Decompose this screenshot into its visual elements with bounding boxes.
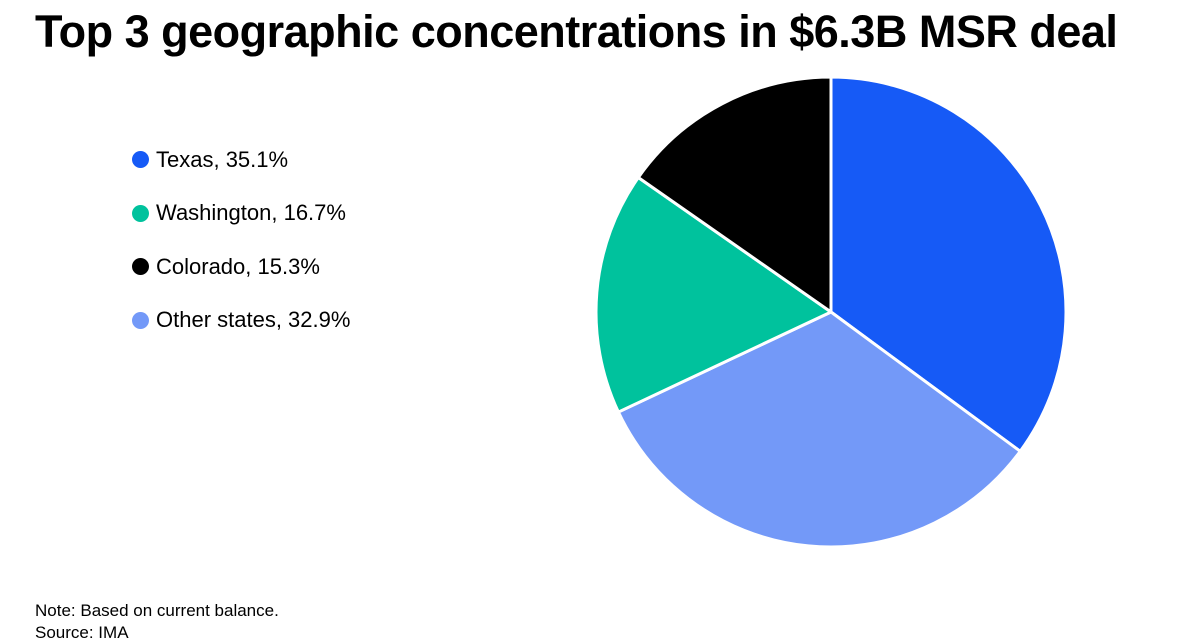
legend-label-washington: Washington, 16.7% <box>156 200 346 225</box>
legend-item-colorado: Colorado, 15.3% <box>132 253 350 280</box>
pie-slice-other-states <box>616 310 1022 549</box>
legend-item-washington: Washington, 16.7% <box>132 200 350 227</box>
pie-chart <box>594 75 1068 549</box>
chart-footnotes: Note: Based on current balance. Source: … <box>35 600 279 644</box>
pie-slice-colorado <box>636 75 833 314</box>
pie-slice-washington <box>594 175 833 414</box>
chart-title: Top 3 geographic concentrations in $6.3B… <box>35 6 1118 57</box>
legend-swatch-washington <box>132 204 149 222</box>
legend-item-other-states: Other states, 32.9% <box>132 307 350 334</box>
legend-swatch-texas <box>132 151 149 168</box>
legend-label-colorado: Colorado, 15.3% <box>156 253 320 279</box>
legend-label-texas: Texas, 35.1% <box>156 146 289 172</box>
legend-item-texas: Texas, 35.1% <box>132 146 350 173</box>
legend-swatch-other-states <box>132 311 149 329</box>
legend-swatch-colorado <box>132 258 149 275</box>
chart-legend: Texas, 35.1% Washington, 16.7% Colorado,… <box>132 146 350 360</box>
pie-slice-texas <box>829 75 1068 453</box>
legend-label-other-states: Other states, 32.9% <box>156 307 351 332</box>
chart-source: Source: IMA <box>35 623 129 642</box>
chart-note: Note: Based on current balance. <box>35 601 279 620</box>
